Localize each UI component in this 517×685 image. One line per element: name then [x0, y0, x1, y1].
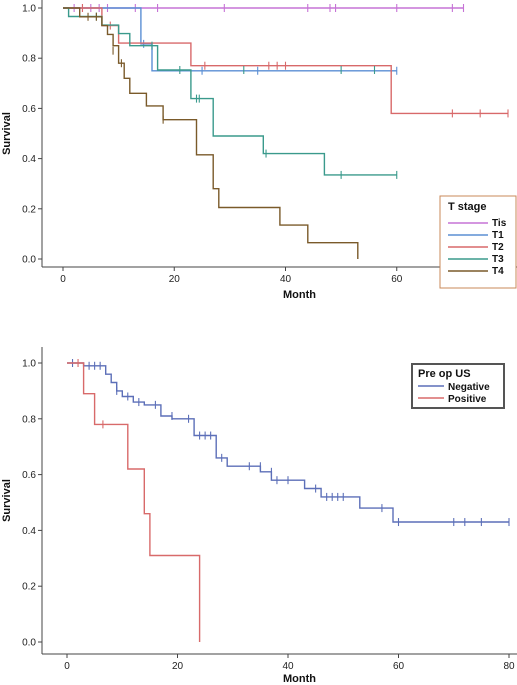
legend-label: T3	[492, 254, 504, 265]
y-tick-label: 0.8	[22, 54, 36, 65]
y-axis-title: Survival	[1, 112, 13, 155]
legend-label: Negative	[448, 382, 490, 393]
survival-curve	[67, 362, 509, 523]
series-t4	[63, 7, 359, 259]
y-tick-label: 1.0	[22, 4, 36, 15]
y-tick-label: 0.6	[22, 104, 36, 115]
legend-label: T2	[492, 242, 504, 253]
series-t2	[63, 4, 509, 118]
chart-1: 0.00.20.40.60.81.0020406080MonthSurvival…	[1, 0, 517, 301]
x-tick-label: 0	[64, 661, 70, 672]
y-tick-label: 0.8	[22, 414, 36, 425]
y-tick-label: 1.0	[22, 359, 36, 370]
survival-curve	[63, 7, 508, 115]
x-tick-label: 0	[60, 274, 66, 285]
chart-2: 0.0 0.2 0.4 0.6 0.8 1.0 0 20 40 60 80 Month Survival…	[1, 347, 517, 685]
legend-label: T1	[492, 230, 504, 241]
y-tick-label: 0.4	[22, 154, 36, 165]
legend-label: Positive	[448, 394, 487, 405]
y-tick-label: 0.2	[22, 204, 36, 215]
series-negative	[67, 359, 510, 527]
x-tick-label: 80	[503, 661, 515, 672]
x-tick-label: 40	[280, 274, 292, 285]
legend-title: T stage	[448, 201, 487, 213]
legend-label: Tis	[492, 218, 507, 229]
y-tick-label: 0.2	[22, 582, 36, 593]
y-tick-label: 0.0	[22, 638, 36, 649]
x-tick-label: 60	[393, 661, 405, 672]
survival-curve	[63, 7, 397, 176]
legend-title: Pre op US	[418, 368, 471, 380]
survival-curve	[67, 362, 201, 642]
x-tick-label: 20	[169, 274, 181, 285]
series-t3	[63, 7, 398, 179]
legend-label: T4	[492, 266, 504, 277]
x-tick-label: 60	[391, 274, 403, 285]
survival-curve	[63, 7, 359, 259]
series-t1	[63, 7, 398, 75]
y-tick-label: 0.6	[22, 470, 36, 481]
survival-curve	[63, 7, 397, 72]
legend-box	[439, 195, 517, 289]
x-tick-label: 40	[282, 661, 294, 672]
y-tick-label: 0.4	[22, 526, 36, 537]
x-tick-label: 20	[172, 661, 184, 672]
y-tick-label: 0.0	[22, 255, 36, 266]
x-axis-title: Month	[283, 673, 316, 685]
y-axis-title: Survival	[1, 479, 13, 522]
x-axis-title: Month	[283, 289, 316, 301]
series-positive	[67, 359, 201, 642]
